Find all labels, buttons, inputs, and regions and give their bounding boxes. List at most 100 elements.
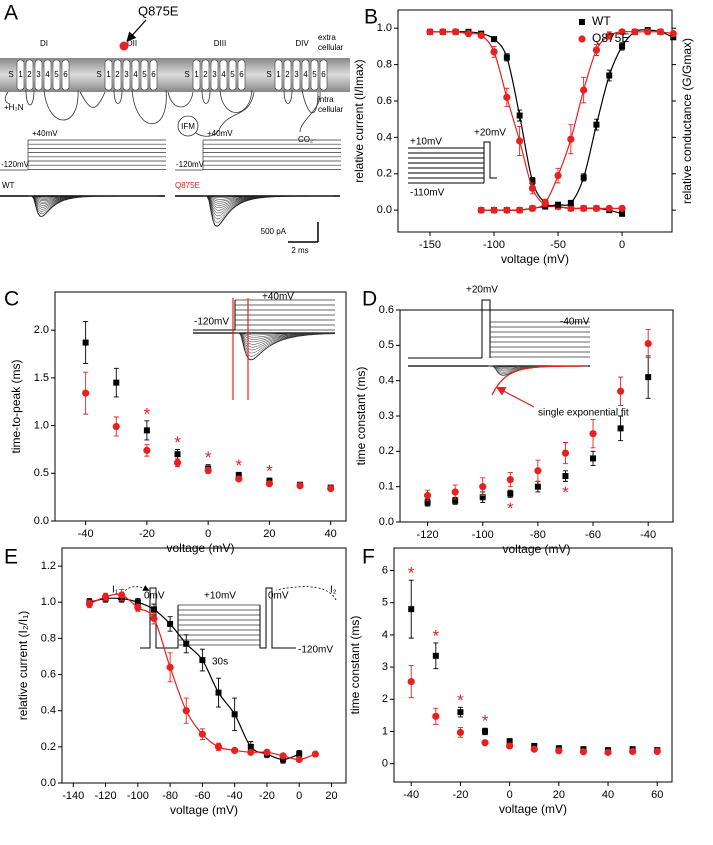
- segment: [104, 59, 113, 91]
- data-point: [580, 174, 587, 181]
- data-point: [235, 475, 243, 483]
- panel-letter: D: [362, 288, 377, 311]
- segment: [210, 59, 219, 91]
- annotation: I₂: [330, 585, 337, 596]
- data-point: [567, 204, 575, 212]
- segment-label: 2: [27, 70, 32, 79]
- data-point: [562, 473, 569, 480]
- data-point: [231, 711, 238, 718]
- decoration: [483, 141, 497, 183]
- segment: [43, 59, 52, 91]
- data-point: [182, 707, 190, 715]
- data-point: [541, 199, 549, 207]
- data-point: [670, 34, 677, 41]
- data-point: [247, 743, 254, 750]
- data-point: [143, 446, 151, 454]
- data-point: [477, 31, 485, 40]
- data-point: [656, 28, 665, 36]
- data-point: [653, 747, 661, 756]
- segment-label: 4: [45, 70, 50, 79]
- plot-frame: [54, 291, 347, 522]
- segment-label: 3: [36, 70, 41, 79]
- domain-label: DIII: [214, 39, 226, 48]
- segment-label: 6: [63, 70, 68, 79]
- x-axis-label: voltage (mV): [502, 542, 570, 556]
- data-point: [296, 482, 304, 490]
- annotation: 30s: [212, 657, 228, 668]
- decoration: [283, 89, 319, 113]
- data-point: [590, 455, 597, 462]
- data-point: [439, 28, 447, 36]
- data-point: [247, 748, 255, 756]
- y-axis-label: time-to-peak (ms): [9, 359, 23, 453]
- panel-letter: A: [4, 2, 18, 25]
- annotation: +20mV: [466, 285, 498, 296]
- data-point: [265, 480, 274, 488]
- segment-label: 4: [133, 70, 138, 79]
- decoration: [191, 91, 255, 137]
- decoration: [299, 91, 321, 133]
- data-point: [561, 449, 570, 457]
- data-point: [618, 28, 626, 36]
- y-tick-label: 0.3: [379, 410, 394, 422]
- significance-star: *: [562, 483, 569, 502]
- data-point: [150, 614, 158, 623]
- data-point: [506, 476, 514, 484]
- segment-label: 2: [203, 70, 208, 79]
- y-axis-label: time constant (ms): [348, 616, 362, 715]
- data-point: [592, 46, 601, 54]
- y-tick-label: 2.0: [34, 324, 49, 336]
- x-tick-label: -120: [417, 529, 439, 541]
- segment: [228, 59, 237, 91]
- data-point: [507, 490, 514, 497]
- data-point: [645, 374, 652, 381]
- segment-label: 5: [142, 70, 147, 79]
- data-point: [198, 730, 206, 738]
- data-point: [580, 204, 588, 212]
- data-point: [173, 459, 182, 467]
- data-point: [452, 497, 459, 504]
- segment: [34, 59, 43, 91]
- data-point: [534, 483, 541, 490]
- mutation-label: Q875E: [138, 3, 179, 18]
- x-tick-label: -20: [139, 528, 155, 540]
- segment-label: 6: [321, 70, 326, 79]
- significance-star: *: [482, 712, 489, 731]
- data-point: [516, 206, 524, 214]
- panel-letter: E: [4, 546, 18, 569]
- y-tick-label: 0.0: [34, 515, 49, 527]
- decoration: [140, 587, 179, 649]
- segment: [16, 59, 25, 91]
- intracellular-label: intra: [318, 95, 334, 104]
- y-tick-label: 0.2: [41, 741, 56, 753]
- annotation: I₁: [112, 585, 119, 596]
- plot-frame: [393, 547, 673, 783]
- x-tick-label: -60: [585, 529, 601, 541]
- data-point: [567, 199, 574, 206]
- data-point: [280, 756, 287, 763]
- y-tick-label: 1.0: [34, 419, 49, 431]
- segment-label: 4: [221, 70, 226, 79]
- x-tick-label: -20: [259, 790, 275, 802]
- segment-label: 2: [285, 70, 290, 79]
- segment-label: S: [8, 70, 13, 79]
- x-tick-label: -80: [162, 790, 178, 802]
- significance-star: *: [235, 456, 242, 475]
- annotation: single exponential fit: [538, 408, 629, 419]
- data-point: [183, 640, 190, 647]
- current-trace: [28, 195, 158, 217]
- y-tick-label: 0.4: [377, 131, 392, 143]
- data-point: [589, 430, 597, 438]
- data-point: [617, 425, 624, 432]
- segment: [113, 59, 122, 91]
- significance-star: *: [433, 626, 440, 645]
- data-point: [423, 491, 432, 500]
- data-point: [199, 657, 206, 664]
- data-point: [593, 121, 600, 128]
- y-tick-label: 0.6: [41, 668, 56, 680]
- segment: [201, 59, 210, 91]
- data-point: [516, 112, 523, 119]
- data-point: [605, 204, 613, 212]
- x-tick-label: -50: [550, 239, 566, 251]
- x-tick-label: 40: [602, 789, 614, 801]
